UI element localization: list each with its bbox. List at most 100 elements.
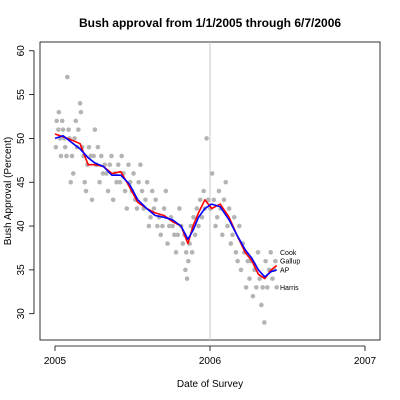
data-point — [83, 188, 89, 194]
data-point — [82, 179, 88, 185]
data-point — [235, 258, 240, 264]
y-tick-label: 40 — [16, 220, 27, 232]
pollster-label: AP — [280, 267, 290, 274]
data-point — [270, 276, 275, 281]
data-point — [197, 197, 203, 203]
data-point — [64, 153, 69, 159]
data-point — [115, 162, 121, 168]
pollster-label: Harris — [280, 285, 299, 292]
data-point — [122, 188, 128, 194]
data-point — [247, 276, 252, 281]
data-point — [230, 232, 235, 238]
data-point — [238, 267, 244, 273]
data-point — [245, 258, 251, 264]
data-point — [69, 153, 75, 159]
data-point — [59, 118, 65, 124]
data-point — [263, 258, 268, 264]
data-point — [214, 214, 220, 220]
data-point — [253, 285, 259, 290]
data-point — [53, 144, 59, 150]
data-point — [213, 223, 218, 229]
data-point — [126, 162, 131, 168]
data-point — [201, 188, 206, 194]
data-point — [117, 179, 123, 185]
data-point — [100, 171, 106, 176]
data-point — [243, 285, 249, 290]
x-tick-label: 2006 — [199, 356, 222, 367]
x-axis-label: Date of Survey — [177, 379, 243, 390]
y-tick-label: 35 — [16, 264, 27, 276]
chart-title: Bush approval from 1/1/2005 through 6/7/… — [79, 16, 341, 30]
data-point — [66, 127, 71, 132]
data-point — [60, 127, 66, 132]
data-point — [110, 197, 116, 203]
data-point — [175, 232, 181, 238]
data-point — [72, 136, 77, 141]
data-point — [265, 285, 270, 290]
data-point — [148, 214, 153, 220]
data-point — [98, 153, 104, 159]
data-point — [223, 179, 229, 185]
data-point — [155, 223, 160, 229]
data-point — [124, 206, 130, 211]
survey-points — [53, 74, 279, 325]
data-point — [160, 223, 165, 229]
data-point — [199, 214, 205, 220]
data-point — [56, 127, 61, 132]
data-point — [206, 197, 211, 203]
data-point — [211, 197, 217, 203]
data-point — [191, 214, 196, 220]
data-point — [260, 285, 265, 290]
data-point — [192, 232, 198, 238]
pollster-label: Gallup — [280, 259, 300, 266]
data-point — [221, 197, 227, 203]
data-point — [68, 179, 74, 185]
data-point — [104, 171, 109, 176]
data-point — [131, 171, 136, 176]
data-point — [183, 267, 188, 273]
data-point — [151, 206, 157, 211]
data-point — [220, 232, 225, 238]
trend-line-1 — [54, 133, 278, 280]
data-point — [166, 223, 172, 229]
data-point — [183, 250, 189, 255]
data-point — [105, 188, 111, 194]
data-point — [194, 206, 200, 211]
y-axis-label: Bush Approval (Percent) — [3, 137, 14, 245]
data-point — [231, 214, 237, 220]
data-point — [134, 206, 140, 211]
y-tick-label: 30 — [16, 308, 27, 320]
data-point — [73, 118, 79, 124]
data-point — [226, 206, 232, 211]
trend-line-2 — [54, 135, 277, 278]
data-point — [161, 206, 167, 211]
data-point — [65, 74, 70, 80]
data-point — [143, 197, 148, 203]
data-point — [262, 320, 267, 325]
data-point — [89, 197, 95, 203]
data-point — [97, 179, 102, 185]
data-point — [165, 241, 170, 246]
data-point — [70, 171, 76, 176]
data-point — [119, 153, 124, 159]
data-point — [170, 223, 175, 229]
data-point — [196, 223, 201, 229]
data-point — [58, 153, 64, 159]
data-point — [268, 250, 274, 255]
data-point — [184, 276, 190, 281]
data-point — [149, 188, 155, 194]
y-tick-label: 50 — [16, 132, 27, 144]
data-point — [237, 223, 242, 229]
data-point — [95, 144, 101, 150]
data-point — [173, 250, 179, 255]
data-point — [255, 250, 261, 255]
data-point — [56, 109, 62, 115]
data-point — [77, 101, 83, 106]
data-point — [177, 206, 182, 211]
data-point — [107, 162, 113, 168]
data-point — [163, 188, 169, 194]
data-point — [225, 223, 230, 229]
data-point — [259, 302, 264, 308]
data-point — [172, 232, 177, 238]
data-point — [138, 162, 143, 168]
